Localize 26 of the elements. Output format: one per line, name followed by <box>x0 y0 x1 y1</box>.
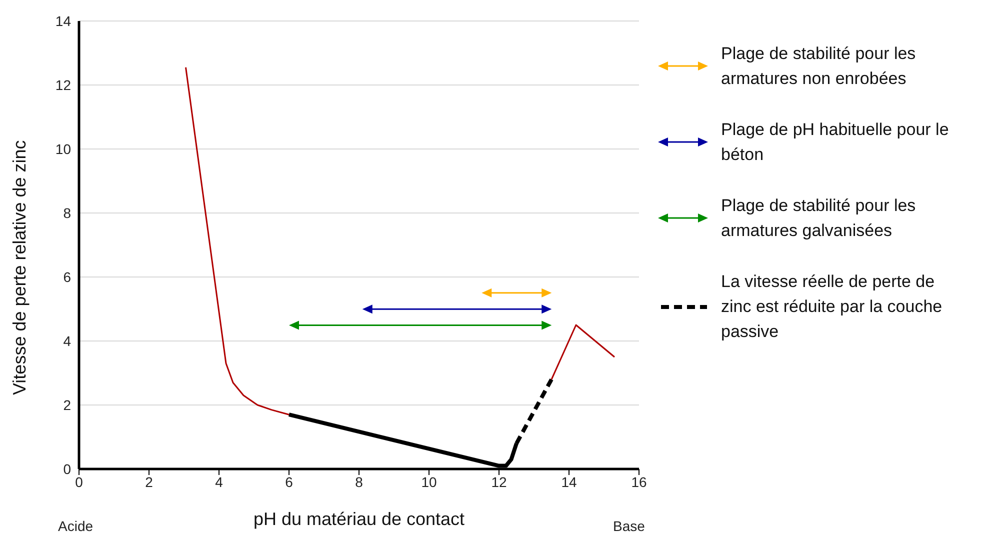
x-tick-label: 4 <box>215 474 224 490</box>
y-tick-label: 14 <box>55 12 72 29</box>
x-tick-label: 6 <box>285 474 294 490</box>
x-tick-label: 14 <box>561 474 577 490</box>
text: Plage de stabilité pour les armatures galvanisées <box>721 195 917 242</box>
y-tick-label: 8 <box>63 204 72 221</box>
x-tick-label: 16 <box>631 474 647 490</box>
line-series <box>185 66 290 416</box>
text: Base <box>613 518 645 534</box>
x-tick-label: 2 <box>145 474 154 490</box>
text: Plage de stabilité pour les armatures non enrobées <box>721 43 917 90</box>
y-tick-label: 6 <box>63 268 72 285</box>
text: Acide <box>58 518 94 534</box>
y-tick-label: 12 <box>55 76 72 93</box>
x-axis-title: pH du matériau de contact <box>253 509 465 529</box>
y-axis-title: Vitesse de perte relative de zinc <box>9 140 30 395</box>
y-tick-label: 2 <box>63 396 72 413</box>
y-tick-label: 4 <box>63 332 72 349</box>
text: Plage de pH habituelle pour le béton <box>721 119 950 166</box>
y-tick-label: 0 <box>63 460 72 477</box>
x-tick-label: 8 <box>355 474 364 490</box>
x-tick-label: 10 <box>421 474 437 490</box>
y-tick-label: 10 <box>55 140 72 157</box>
legend-label: La vitesse réelle de perte de zinc est réduite par la couche passive <box>721 271 944 343</box>
x-tick-label: 12 <box>491 474 507 490</box>
x-tick-label: 0 <box>75 474 84 490</box>
